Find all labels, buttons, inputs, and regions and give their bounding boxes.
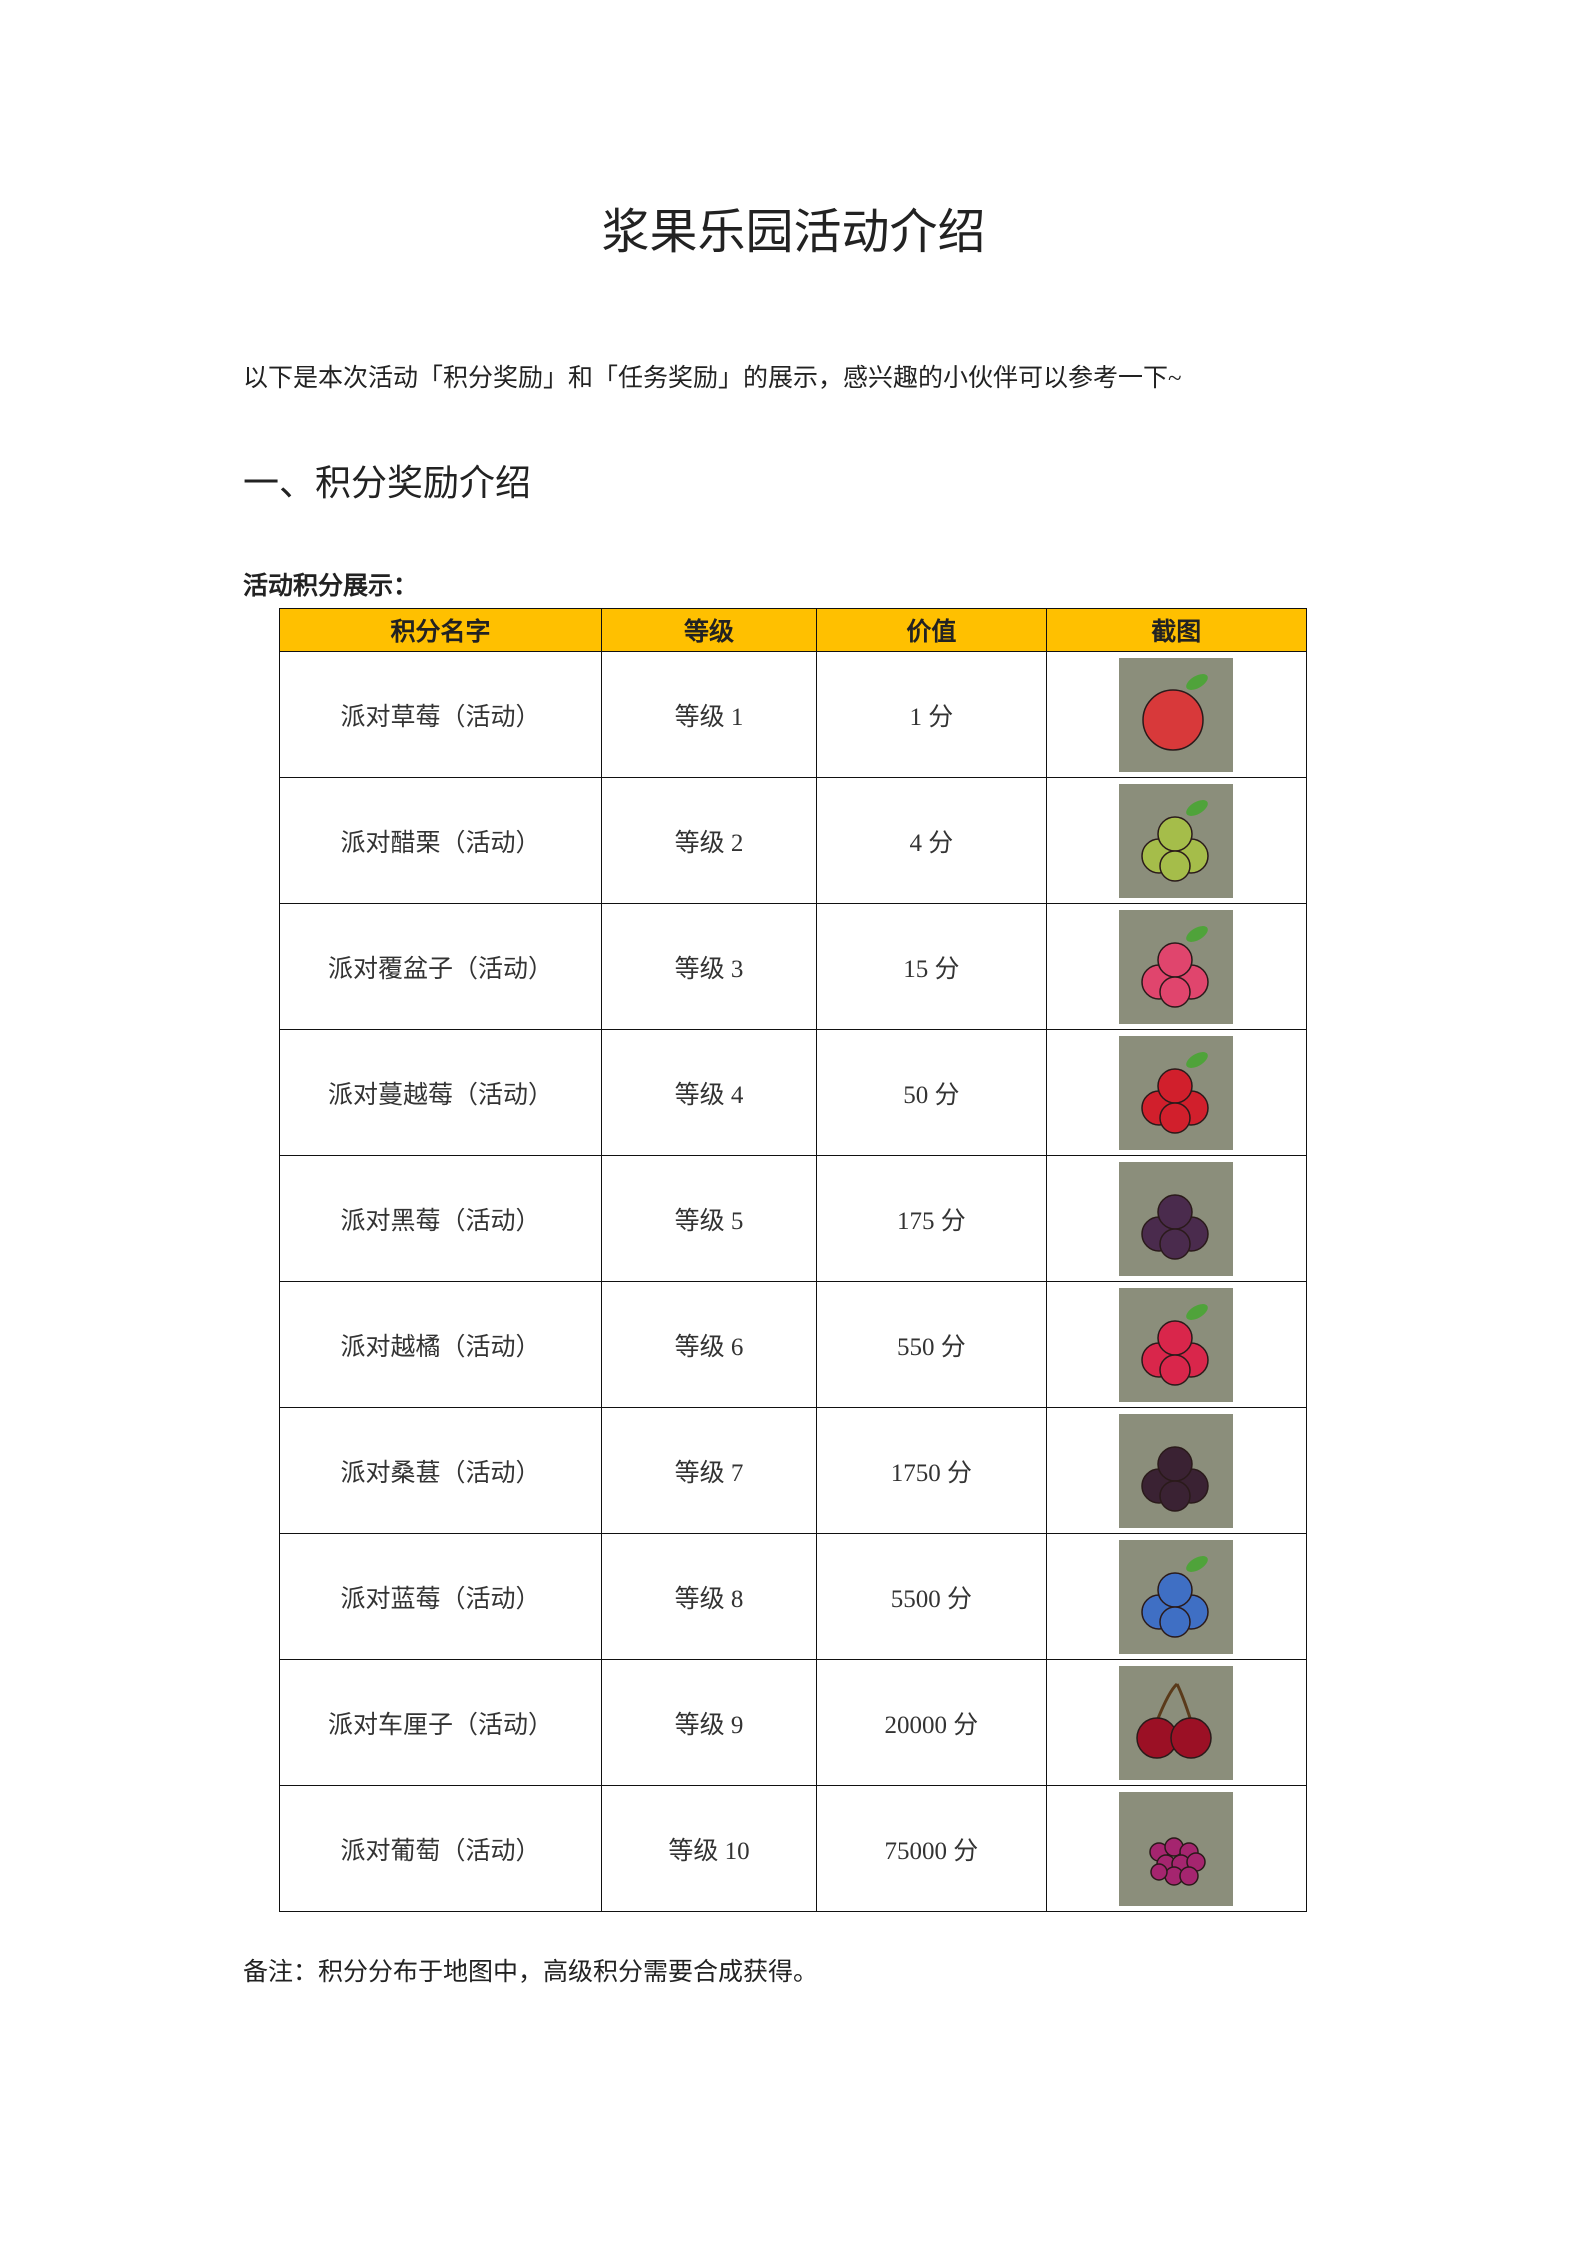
- cell-value: 550 分: [816, 1281, 1047, 1408]
- table-row: 派对覆盆子（活动） 等级 3 15 分: [279, 903, 1308, 1030]
- cell-value: 1750 分: [816, 1407, 1047, 1534]
- cell-screenshot: [1045, 1281, 1308, 1408]
- cranberry-icon: [1119, 1035, 1234, 1150]
- cell-level: 等级 4: [600, 1029, 818, 1156]
- cell-name: 派对黑莓（活动）: [279, 1155, 602, 1282]
- cell-value: 4 分: [816, 777, 1047, 904]
- grape-icon: [1119, 1791, 1234, 1906]
- cell-level: 等级 5: [600, 1155, 818, 1282]
- cell-value: 15 分: [816, 903, 1047, 1030]
- cell-name: 派对葡萄（活动）: [279, 1785, 602, 1912]
- strawberry-icon: [1119, 657, 1234, 772]
- cell-name: 派对蓝莓（活动）: [279, 1533, 602, 1660]
- cell-level: 等级 8: [600, 1533, 818, 1660]
- header-name: 积分名字: [279, 608, 602, 652]
- cell-value: 20000 分: [816, 1659, 1047, 1786]
- table-row: 派对越橘（活动） 等级 6 550 分: [279, 1281, 1308, 1408]
- table-row: 派对车厘子（活动） 等级 9 20000 分: [279, 1659, 1308, 1786]
- gooseberry-icon: [1119, 783, 1234, 898]
- cell-name: 派对覆盆子（活动）: [279, 903, 602, 1030]
- table-header-row: 积分名字 等级 价值 截图: [279, 608, 1308, 652]
- cell-level: 等级 6: [600, 1281, 818, 1408]
- cell-name: 派对桑葚（活动）: [279, 1407, 602, 1534]
- cell-level: 等级 1: [600, 651, 818, 778]
- header-level: 等级: [600, 608, 818, 652]
- cell-value: 50 分: [816, 1029, 1047, 1156]
- cell-screenshot: [1045, 1407, 1308, 1534]
- footnote: 备注：积分分布于地图中，高级积分需要合成获得。: [243, 1959, 819, 1986]
- cell-level: 等级 3: [600, 903, 818, 1030]
- cell-screenshot: [1045, 651, 1308, 778]
- cell-name: 派对醋栗（活动）: [279, 777, 602, 904]
- table-caption: 活动积分展示：: [243, 573, 419, 600]
- mulberry-icon: [1119, 1413, 1234, 1528]
- cell-value: 75000 分: [816, 1785, 1047, 1912]
- cell-level: 等级 7: [600, 1407, 818, 1534]
- cell-level: 等级 2: [600, 777, 818, 904]
- table-row: 派对蔓越莓（活动） 等级 4 50 分: [279, 1029, 1308, 1156]
- raspberry-icon: [1119, 909, 1234, 1024]
- cell-name: 派对车厘子（活动）: [279, 1659, 602, 1786]
- cell-screenshot: [1045, 1659, 1308, 1786]
- cell-screenshot: [1045, 903, 1308, 1030]
- table-row: 派对蓝莓（活动） 等级 8 5500 分: [279, 1533, 1308, 1660]
- cell-value: 1 分: [816, 651, 1047, 778]
- table-row: 派对葡萄（活动） 等级 10 75000 分: [279, 1785, 1308, 1912]
- cell-value: 5500 分: [816, 1533, 1047, 1660]
- cell-screenshot: [1045, 777, 1308, 904]
- lingonberry-icon: [1119, 1287, 1234, 1402]
- cell-screenshot: [1045, 1029, 1308, 1156]
- cell-level: 等级 9: [600, 1659, 818, 1786]
- cell-screenshot: [1045, 1155, 1308, 1282]
- cell-value: 175 分: [816, 1155, 1047, 1282]
- page-title: 浆果乐园活动介绍: [601, 206, 986, 259]
- cherry-icon: [1119, 1665, 1234, 1780]
- section-heading: 一、积分奖励介绍: [243, 463, 532, 503]
- cell-screenshot: [1045, 1785, 1308, 1912]
- cell-name: 派对蔓越莓（活动）: [279, 1029, 602, 1156]
- blackberry-icon: [1119, 1161, 1234, 1276]
- cell-name: 派对草莓（活动）: [279, 651, 602, 778]
- header-screenshot: 截图: [1045, 608, 1308, 652]
- cell-name: 派对越橘（活动）: [279, 1281, 602, 1408]
- cell-level: 等级 10: [600, 1785, 818, 1912]
- blueberry-icon: [1119, 1539, 1234, 1654]
- intro-paragraph: 以下是本次活动「积分奖励」和「任务奖励」的展示，感兴趣的小伙伴可以参考一下~: [243, 365, 1182, 392]
- table-row: 派对桑葚（活动） 等级 7 1750 分: [279, 1407, 1308, 1534]
- table-row: 派对黑莓（活动） 等级 5 175 分: [279, 1155, 1308, 1282]
- header-value: 价值: [816, 608, 1047, 652]
- cell-screenshot: [1045, 1533, 1308, 1660]
